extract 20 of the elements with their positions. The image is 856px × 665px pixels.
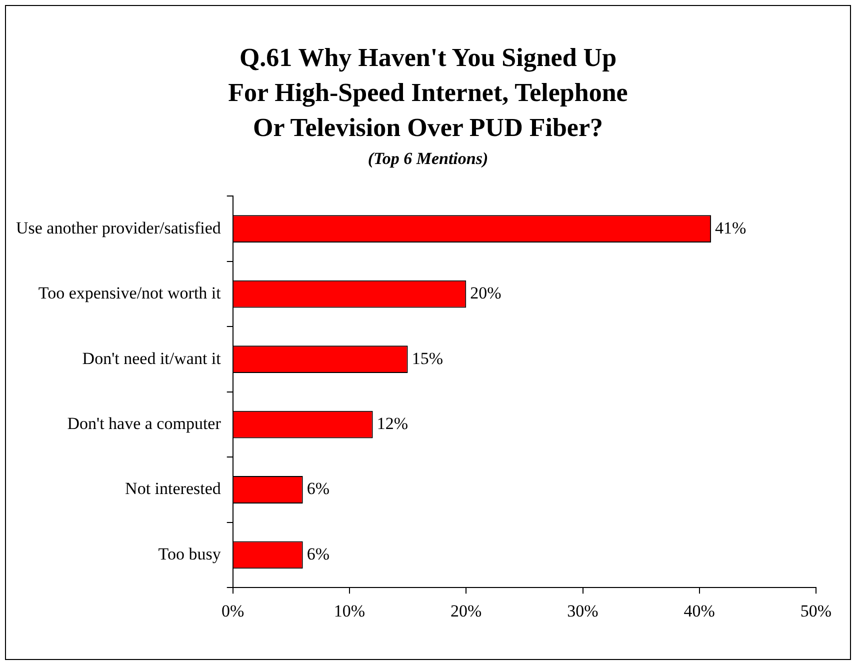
y-tick-label: Too busy	[158, 544, 222, 564]
data-label: 6%	[306, 479, 330, 498]
y-tick-label: Too expensive/not worth it	[38, 284, 222, 303]
y-tick-label: Don't have a computer	[67, 414, 222, 433]
x-tick-label: 0%	[222, 601, 244, 620]
y-tick-label: Use another provider/satisfied	[16, 218, 222, 238]
data-label: 20%	[470, 284, 502, 303]
chart-subtitle: (Top 6 Mentions)	[366, 149, 490, 169]
data-label: 12%	[376, 414, 408, 433]
x-tick-label: 20%	[450, 601, 482, 620]
y-tick-label: Not interested	[125, 479, 222, 498]
x-tick-label: 40%	[684, 601, 715, 620]
x-tick-label: 50%	[800, 601, 832, 620]
x-tick-label: 10%	[334, 601, 366, 620]
data-label: 6%	[306, 544, 330, 564]
y-tick-label: Don't need it/want it	[82, 348, 222, 368]
chart-title: Q.61 Why Haven't You Signed Up For High-Speed Internet, Telephone Or Television Over PUD Fiber?	[227, 42, 629, 144]
x-tick-label: 30%	[567, 601, 598, 620]
data-label: 41%	[715, 218, 746, 238]
data-label: 15%	[412, 348, 443, 368]
